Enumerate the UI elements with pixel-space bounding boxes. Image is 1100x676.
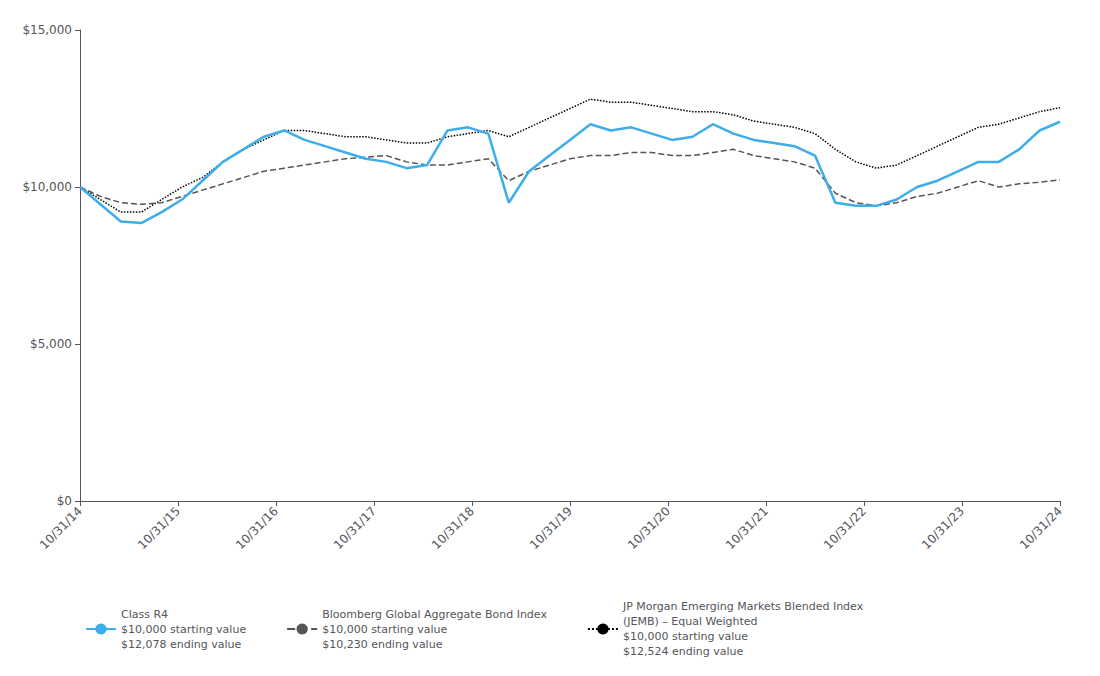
svg-text:10/31/14: 10/31/14 <box>37 504 85 552</box>
svg-text:10/31/17: 10/31/17 <box>331 504 379 552</box>
svg-text:Class R4: Class R4 <box>121 608 168 621</box>
svg-text:10/31/22: 10/31/22 <box>821 504 869 552</box>
svg-text:10/31/20: 10/31/20 <box>625 504 673 552</box>
svg-text:$0: $0 <box>57 494 72 508</box>
svg-text:10/31/23: 10/31/23 <box>919 504 967 552</box>
svg-text:JP Morgan Emerging Markets Ble: JP Morgan Emerging Markets Blended Index <box>622 600 864 613</box>
svg-text:$10,000: $10,000 <box>22 180 72 194</box>
svg-text:$12,524 ending value: $12,524 ending value <box>623 645 743 658</box>
svg-text:10/31/21: 10/31/21 <box>723 504 771 552</box>
svg-text:(JEMB) – Equal Weighted: (JEMB) – Equal Weighted <box>623 615 758 628</box>
svg-text:$15,000: $15,000 <box>22 23 72 37</box>
svg-text:10/31/19: 10/31/19 <box>527 504 575 552</box>
svg-text:$10,000 starting value: $10,000 starting value <box>121 623 246 636</box>
svg-text:$12,078 ending value: $12,078 ending value <box>121 638 241 651</box>
svg-text:$10,230 ending value: $10,230 ending value <box>322 638 442 651</box>
svg-text:10/31/24: 10/31/24 <box>1017 504 1065 552</box>
svg-text:10/31/18: 10/31/18 <box>429 504 477 552</box>
svg-text:10/31/15: 10/31/15 <box>135 504 183 552</box>
svg-text:$10,000 starting value: $10,000 starting value <box>623 630 748 643</box>
svg-text:$10,000 starting value: $10,000 starting value <box>322 623 447 636</box>
svg-text:$5,000: $5,000 <box>30 337 72 351</box>
svg-text:Bloomberg Global Aggregate Bon: Bloomberg Global Aggregate Bond Index <box>322 608 547 621</box>
svg-text:10/31/16: 10/31/16 <box>233 504 281 552</box>
